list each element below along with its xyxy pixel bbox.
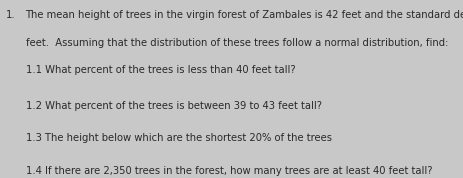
- Text: 1.1 What percent of the trees is less than 40 feet tall?: 1.1 What percent of the trees is less th…: [25, 65, 294, 75]
- Text: 1.: 1.: [6, 10, 15, 20]
- Text: The mean height of trees in the virgin forest of Zambales is 42 feet and the sta: The mean height of trees in the virgin f…: [25, 10, 463, 20]
- Text: 1.4 If there are 2,350 trees in the forest, how many trees are at least 40 feet : 1.4 If there are 2,350 trees in the fore…: [25, 166, 431, 176]
- Text: feet.  Assuming that the distribution of these trees follow a normal distributio: feet. Assuming that the distribution of …: [25, 38, 447, 48]
- Text: 1.3 The height below which are the shortest 20% of the trees: 1.3 The height below which are the short…: [25, 133, 331, 143]
- Text: 1.2 What percent of the trees is between 39 to 43 feet tall?: 1.2 What percent of the trees is between…: [25, 101, 321, 111]
